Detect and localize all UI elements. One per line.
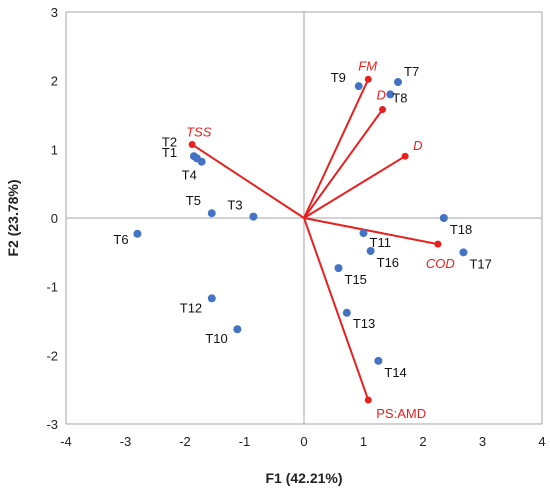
x-tick-label: 2 bbox=[419, 434, 426, 449]
observation-point bbox=[354, 82, 363, 91]
observation-point bbox=[133, 229, 142, 238]
observation-point bbox=[359, 229, 368, 238]
observation-label: T14 bbox=[384, 365, 406, 380]
observation-point bbox=[342, 308, 351, 317]
x-tick-label: 4 bbox=[538, 434, 545, 449]
observation-label: T12 bbox=[180, 300, 202, 315]
observation-label: T11 bbox=[370, 235, 391, 250]
observation-point bbox=[249, 212, 258, 221]
observation-label: T13 bbox=[353, 316, 375, 331]
variable-vector-line bbox=[303, 217, 439, 246]
variable-vector-end bbox=[364, 396, 372, 404]
observation-label: T2 bbox=[162, 134, 177, 149]
y-tick-label: 2 bbox=[51, 74, 58, 89]
observation-point bbox=[233, 325, 242, 334]
observation-label: T6 bbox=[113, 232, 128, 247]
variable-vector-end bbox=[434, 240, 442, 248]
observation-point bbox=[459, 248, 468, 257]
observation-point bbox=[366, 246, 375, 255]
observation-point bbox=[394, 78, 403, 87]
x-tick-label: 1 bbox=[360, 434, 367, 449]
observation-label: T16 bbox=[377, 255, 399, 270]
variable-label: TSS bbox=[186, 125, 212, 140]
variable-vector-line bbox=[303, 108, 384, 219]
x-tick-label: 0 bbox=[300, 434, 307, 449]
observation-label: T1 bbox=[162, 145, 177, 160]
x-tick-label: -1 bbox=[239, 434, 251, 449]
observation-label: T5 bbox=[186, 193, 201, 208]
variable-vector-end bbox=[364, 75, 372, 83]
variable-vector-line bbox=[303, 155, 406, 219]
variable-vector-end bbox=[188, 141, 196, 149]
variable-vector-line bbox=[303, 78, 370, 219]
observation-label: T17 bbox=[469, 256, 491, 271]
y-tick-label: 1 bbox=[51, 142, 58, 157]
variable-label: PS:AMD bbox=[376, 406, 426, 421]
y-tick-label: -2 bbox=[46, 348, 58, 363]
observation-label: T8 bbox=[392, 90, 407, 105]
observation-label: T10 bbox=[205, 331, 227, 346]
variable-vector-end bbox=[379, 106, 387, 114]
observation-point bbox=[207, 209, 216, 218]
observation-point bbox=[207, 294, 216, 303]
x-tick-label: -4 bbox=[60, 434, 72, 449]
observation-label: T7 bbox=[404, 64, 419, 79]
observation-point bbox=[439, 214, 448, 222]
variable-vector-line bbox=[191, 143, 305, 219]
x-tick-label: -2 bbox=[179, 434, 191, 449]
observation-label: T4 bbox=[182, 168, 197, 183]
observation-point bbox=[334, 264, 343, 273]
y-tick-label: 3 bbox=[51, 5, 58, 20]
y-tick-label: 0 bbox=[51, 211, 58, 226]
y-tick-label: -1 bbox=[46, 280, 58, 295]
observation-label: T15 bbox=[345, 272, 367, 287]
x-tick-label: 3 bbox=[479, 434, 486, 449]
observation-point bbox=[374, 356, 383, 365]
variable-label: D bbox=[377, 88, 386, 103]
y-tick-label: -3 bbox=[46, 417, 58, 432]
variable-label: COD bbox=[426, 256, 455, 271]
observation-point bbox=[386, 90, 395, 99]
observation-label: T9 bbox=[331, 70, 346, 85]
observation-label: T3 bbox=[227, 198, 242, 213]
observation-label: T18 bbox=[450, 222, 472, 237]
variable-label: FM bbox=[358, 58, 377, 73]
y-axis-title: F2 (23.78%) bbox=[5, 179, 21, 256]
observation-point bbox=[197, 157, 206, 166]
x-axis-title: F1 (42.21%) bbox=[265, 470, 342, 486]
variable-label: D bbox=[413, 138, 422, 153]
variable-vector-line bbox=[303, 217, 370, 401]
variable-vector-end bbox=[401, 152, 409, 160]
x-tick-label: -3 bbox=[120, 434, 132, 449]
